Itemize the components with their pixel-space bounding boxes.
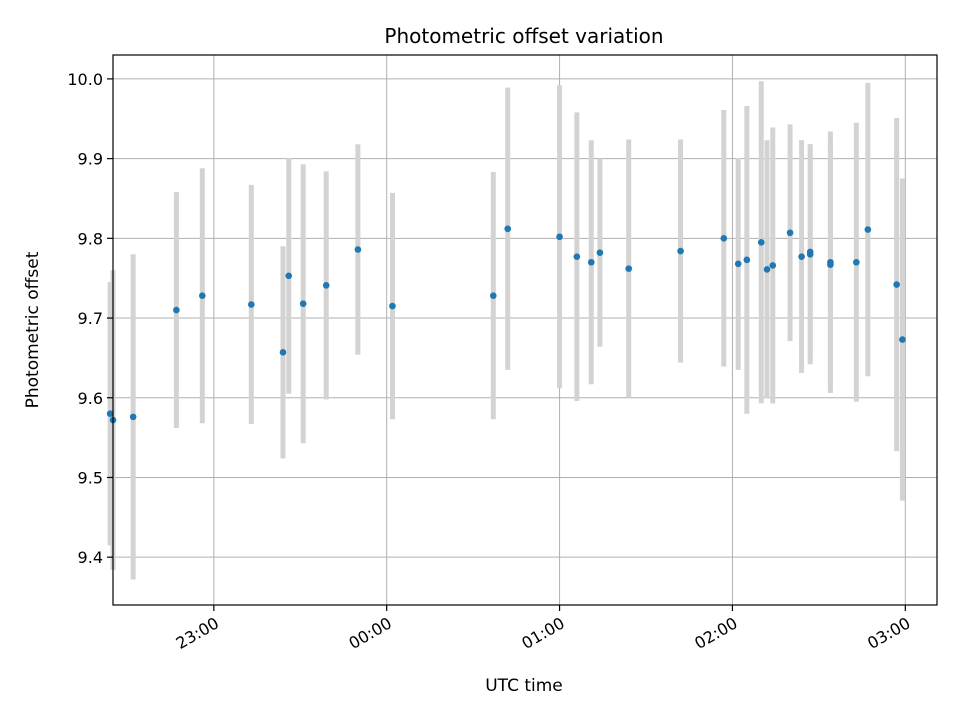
data-point <box>279 349 287 356</box>
data-point <box>864 226 872 233</box>
y-tick-label: 9.6 <box>78 389 103 408</box>
data-point <box>490 292 497 300</box>
data-point <box>587 258 595 266</box>
data-point <box>173 306 180 314</box>
x-axis-label: UTC time <box>485 676 563 696</box>
y-tick-label: 10.0 <box>67 70 103 89</box>
data-point <box>798 253 805 260</box>
data-point <box>299 300 307 307</box>
data-point <box>285 272 293 280</box>
plot-area-frame <box>112 54 938 606</box>
data-point <box>573 253 581 260</box>
data-point <box>556 233 563 241</box>
y-tick-label: 9.5 <box>78 468 103 487</box>
data-point <box>786 229 794 237</box>
data-point <box>247 301 255 308</box>
data-point <box>806 248 814 256</box>
data-point <box>853 258 860 266</box>
data-point <box>354 246 362 253</box>
data-point <box>769 262 777 269</box>
data-points <box>106 225 906 424</box>
data-point <box>106 410 114 417</box>
data-point <box>199 292 206 300</box>
data-point <box>757 239 765 246</box>
data-point <box>827 261 834 268</box>
data-point <box>734 260 742 268</box>
y-axis-label: Photometric offset <box>23 251 43 408</box>
y-axis: 9.4 9.5 9.6 9.7 9.8 9.9 10.0 <box>67 70 113 567</box>
data-point <box>625 265 633 272</box>
data-point <box>129 413 137 421</box>
data-point <box>677 247 684 255</box>
data-point <box>899 336 906 343</box>
y-tick-label: 9.8 <box>78 229 103 248</box>
data-point <box>322 282 330 289</box>
y-tick-label: 9.9 <box>78 150 103 169</box>
data-point <box>763 266 771 273</box>
data-point <box>504 225 512 233</box>
chart-title: Photometric offset variation <box>384 24 663 48</box>
data-point <box>743 256 751 264</box>
y-tick-label: 9.7 <box>78 309 103 328</box>
y-tick-label: 9.4 <box>78 548 103 567</box>
data-point <box>596 249 604 256</box>
data-point <box>720 235 728 242</box>
data-point <box>893 281 900 288</box>
data-point <box>389 302 396 310</box>
